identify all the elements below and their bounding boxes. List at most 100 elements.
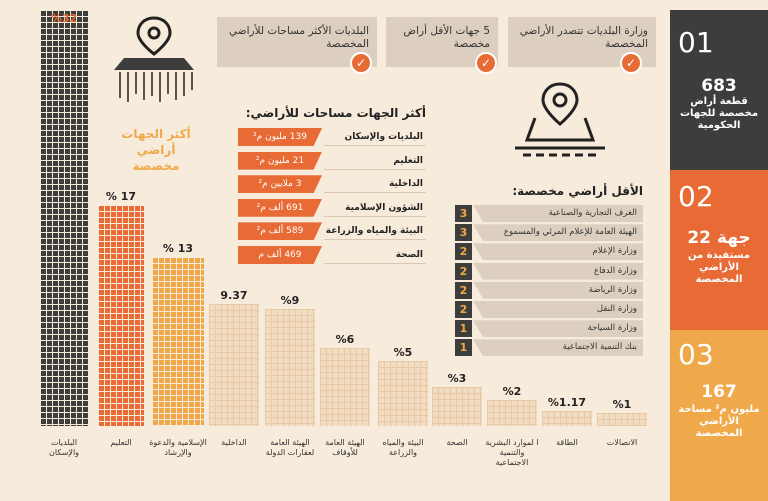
least-row: وزارة الإعلام 2 — [453, 243, 643, 262]
least-row: وزارة الدفاع 2 — [453, 262, 643, 282]
least-value: 3 — [455, 205, 472, 222]
least-value: 3 — [455, 224, 472, 242]
least-row: بنك التنمية الاجتماعية 1 — [453, 339, 643, 358]
pin-caption: أكثر الجهات أراضي مخصصة — [121, 127, 191, 173]
area-row: البلديات والإسكان 139 مليون م² — [238, 128, 426, 146]
panel-desc: مليون م² مساحة الأراضي المخصصة — [678, 404, 760, 439]
least-value: 2 — [455, 301, 472, 318]
bar-category-label: البيئة والمياه والزراعة — [382, 438, 424, 457]
bar — [40, 10, 88, 426]
check-icon: ✓ — [350, 52, 372, 74]
least-name: وزارة النقل — [473, 301, 643, 318]
area-row: الصحة 469 ألف م — [238, 246, 426, 264]
bar-category-label: الصحة — [446, 438, 468, 447]
area-row: الداخلية 3 ملايين م² — [238, 175, 426, 194]
area-value: 469 ألف م — [238, 246, 322, 264]
least-name: وزارة السياحة — [473, 320, 643, 338]
least-name: الهيئة العامة للإعلام المرئي والمسموع — [473, 224, 643, 242]
bar-value-label: %1.17 — [547, 396, 587, 409]
map-pin-icon — [515, 82, 605, 157]
bar-category-label: التعليم — [110, 438, 132, 447]
bar-value-label: %2 — [502, 385, 522, 398]
area-value: 21 مليون م² — [238, 151, 322, 170]
bar-category-label: الاتصالات — [606, 438, 638, 447]
area-value: 589 ألف م² — [238, 222, 322, 241]
chip-pin-icon — [114, 16, 194, 102]
least-heading: الأقل أراضي مخصصة: — [512, 184, 643, 198]
bar — [487, 400, 537, 426]
area-value: 3 ملايين م² — [238, 175, 322, 194]
top-box-3: البلديات الأكثر مساحات للأراضي المخصصة — [217, 17, 377, 67]
bar — [98, 205, 144, 426]
stat-panel-2: 02 22 جهة مستفيدة من الأراضي المخصصة — [670, 170, 768, 330]
top-box-1: وزارة البلديات تتصدر الأراضي المخصصة — [508, 17, 656, 67]
least-row: وزارة النقل 2 — [453, 301, 643, 320]
area-name: البيئة والمياه والزراعة — [324, 222, 426, 241]
least-row: وزارة الرياضة 2 — [453, 281, 643, 301]
least-name: الغرف التجارية والصناعية — [473, 205, 643, 222]
bar-value-label: % 13 — [162, 242, 194, 255]
least-name: وزارة الإعلام — [473, 243, 643, 261]
panel-number: 167 — [701, 382, 737, 402]
area-name: الصحة — [324, 246, 426, 264]
least-row: الهيئة العامة للإعلام المرئي والمسموع 3 — [453, 224, 643, 243]
panel-index: 01 — [678, 26, 714, 59]
least-name: وزارة الرياضة — [473, 281, 643, 299]
bar-value-label: %5 — [393, 346, 413, 359]
panel-desc: مستفيدة من الأراضي المخصصة — [687, 250, 751, 285]
least-value: 2 — [455, 281, 472, 299]
check-icon: ✓ — [620, 52, 642, 74]
least-name: بنك التنمية الاجتماعية — [473, 339, 643, 357]
top-box-text: البلديات الأكثر مساحات للأراضي المخصصة — [228, 25, 369, 50]
bar-value-label: %1 — [612, 398, 632, 411]
bar — [320, 348, 370, 426]
bar-category-label: البلديات والإسكان — [48, 438, 80, 457]
bar — [152, 257, 204, 426]
bar-category-label: ا لموارد البشرية والتنمية الاجتماعية — [485, 438, 539, 467]
bar-value-label: %6 — [335, 333, 355, 346]
top-box-text: 5 جهات الأقل أراض مخصصة — [403, 25, 490, 50]
panel-number: 22 جهة — [687, 228, 751, 248]
bar-category-label: الإسلامية والدعوة والإرشاد — [149, 438, 207, 457]
top-box-text: وزارة البلديات تتصدر الأراضي المخصصة — [519, 25, 648, 50]
bar-category-label: الهيئة العامة للأوقاف — [325, 438, 365, 457]
stat-panel-3: 03 167 مليون م² مساحة الأراضي المخصصة — [670, 330, 768, 501]
bar-value-label: %9 — [280, 294, 300, 307]
bar — [265, 309, 315, 426]
area-name: الشؤون الإسلامية — [324, 199, 426, 217]
panel-index: 03 — [678, 338, 714, 371]
area-row: البيئة والمياه والزراعة 589 ألف م² — [238, 222, 426, 241]
bar — [378, 361, 428, 426]
bar-category-label: الداخلية — [221, 438, 247, 447]
least-value: 1 — [455, 320, 472, 338]
least-value: 2 — [455, 243, 472, 261]
areas-heading: أكثر الجهات مساحات للأراضي: — [245, 106, 426, 120]
area-name: التعليم — [324, 152, 426, 170]
area-value: 139 مليون م² — [238, 128, 322, 146]
bar-category-label: الهيئة العامة لعقارات الدولة — [265, 438, 315, 457]
area-name: البلديات والإسكان — [324, 128, 426, 146]
bar-value-label: 9.37 — [220, 289, 248, 302]
least-row: وزارة السياحة 1 — [453, 320, 643, 339]
area-value: 691 ألف م² — [238, 198, 322, 217]
bar — [432, 387, 482, 426]
least-value: 1 — [455, 339, 472, 357]
least-name: وزارة الدفاع — [473, 262, 643, 280]
bar-value-label: %3 — [447, 372, 467, 385]
least-row: الغرف التجارية والصناعية 3 — [453, 205, 643, 224]
bar — [209, 304, 259, 426]
area-name: الداخلية — [324, 175, 426, 194]
least-value: 2 — [455, 262, 472, 280]
stat-panel-1: 01 683 قطعة أراض مخصصة للجهات الحكومية — [670, 10, 768, 170]
area-row: التعليم 21 مليون م² — [238, 151, 426, 170]
bar-category-label: الطاقة — [556, 438, 578, 447]
bar — [597, 413, 647, 426]
panel-desc: قطعة أراض مخصصة للجهات الحكومية — [679, 96, 759, 131]
bar — [542, 411, 592, 426]
bar-value-label: %32 — [50, 12, 78, 25]
bar-value-label: % 17 — [105, 190, 137, 203]
area-row: الشؤون الإسلامية 691 ألف م² — [238, 198, 426, 217]
panel-index: 02 — [678, 180, 714, 213]
check-icon: ✓ — [475, 52, 497, 74]
